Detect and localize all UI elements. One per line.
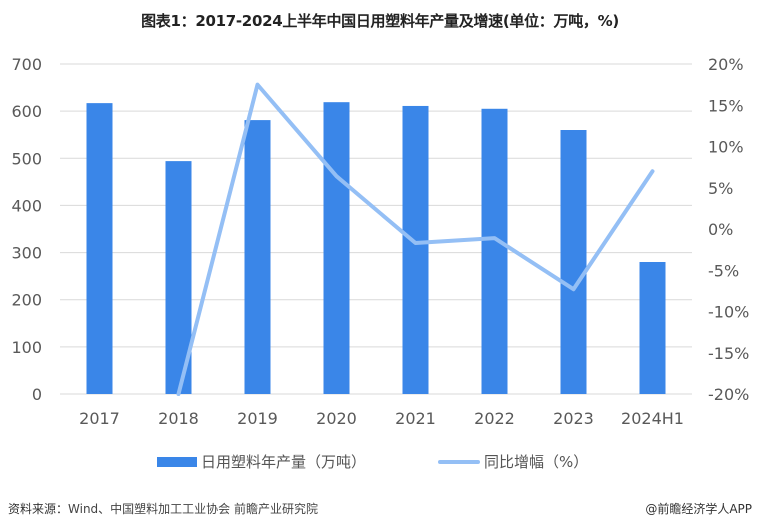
source-note: 资料来源：Wind、中国塑料加工工业协会 前瞻产业研究院 [8, 500, 318, 517]
bar-swatch-icon [157, 456, 197, 467]
legend-label-production: 日用塑料年产量（万吨） [201, 453, 367, 471]
left-axis-tick: 100 [11, 338, 42, 357]
legend-label-growth: 同比增幅（%） [484, 453, 589, 471]
source-prefix: 资料来源： [8, 502, 69, 516]
x-axis-tick: 2020 [316, 409, 357, 428]
right-axis-tick: 0% [708, 220, 733, 239]
bar-2019 [244, 120, 271, 394]
right-axis-tick: -15% [708, 344, 749, 363]
x-axis-tick: 2017 [79, 409, 120, 428]
right-axis-tick: -20% [708, 385, 749, 404]
right-axis-tick: -5% [708, 261, 739, 280]
bar-2022 [481, 108, 508, 395]
x-axis-tick: 2019 [237, 409, 278, 428]
right-axis-tick: 10% [708, 138, 744, 157]
left-axis-tick: 0 [32, 385, 42, 404]
x-axis-tick: 2022 [474, 409, 515, 428]
bar-2024H1 [639, 262, 666, 394]
x-axis-tick: 2023 [553, 409, 594, 428]
legend-item-growth: 同比增幅（%） [438, 451, 588, 472]
bar-2017 [86, 103, 113, 394]
right-axis-tick: 20% [708, 55, 744, 74]
source-text: Wind、中国塑料加工工业协会 前瞻产业研究院 [68, 502, 318, 516]
right-axis-tick: -10% [708, 303, 749, 322]
left-axis-tick: 600 [11, 102, 42, 121]
right-axis-tick: 5% [708, 179, 733, 198]
right-axis-tick: 15% [708, 96, 744, 115]
chart-title: 图表1：2017-2024上半年中国日用塑料年产量及增速(单位：万吨，%) [141, 12, 619, 30]
left-axis-tick: 400 [11, 196, 42, 215]
chart-area: 0 100 200 300 400 500 600 700 -20% -15% -10% -5% 0% 5… [11, 55, 749, 428]
legend-item-production: 日用塑料年产量（万吨） [157, 451, 366, 472]
x-axis-tick: 2021 [395, 409, 436, 428]
x-axis-tick: 2024H1 [621, 409, 684, 428]
line-swatch-icon [438, 459, 480, 464]
growth-line [176, 82, 655, 396]
bar-2020 [323, 102, 350, 394]
credit-note: @前瞻经济学人APP [645, 502, 752, 516]
left-axis-tick: 700 [11, 55, 42, 74]
legend: 日用塑料年产量（万吨） 同比增幅（%） [0, 451, 760, 473]
left-axis-tick: 300 [11, 244, 42, 263]
bar-2021 [402, 105, 429, 394]
left-axis-tick: 200 [11, 291, 42, 310]
left-axis-tick: 500 [11, 149, 42, 168]
bar-2023 [560, 130, 587, 394]
x-axis-tick: 2018 [158, 409, 199, 428]
